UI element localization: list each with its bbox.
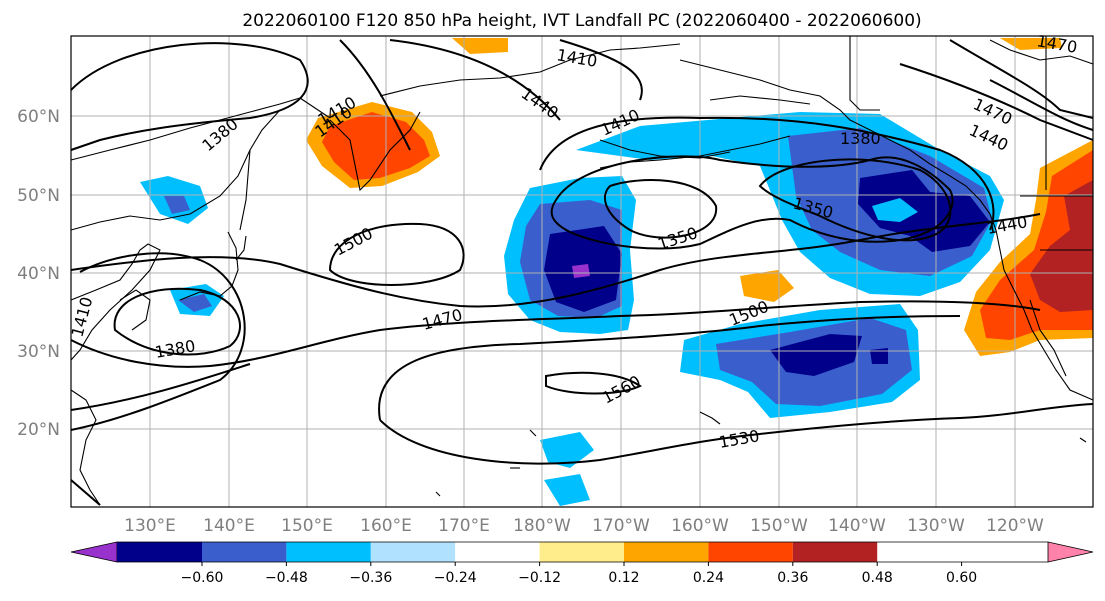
ivt-negative-subtropical-dark2 — [870, 348, 888, 364]
colorbar-tick-label: −0.24 — [434, 570, 477, 586]
lat-label: 30°N — [17, 342, 60, 362]
colorbar-tick-label: 0.36 — [777, 570, 808, 586]
lat-label: 40°N — [17, 264, 60, 284]
colorbar-segment — [286, 542, 371, 562]
map-title: 2022060100 F120 850 hPa height, IVT Land… — [242, 11, 921, 31]
colorbar-segment — [708, 542, 793, 562]
colorbar-tick-label: 0.48 — [862, 570, 893, 586]
lon-label: 130°E — [124, 516, 176, 536]
lon-label: 140°W — [828, 516, 886, 536]
lon-label: 160°E — [360, 516, 412, 536]
lon-label: 150°W — [750, 516, 808, 536]
ivt-negative-subtropical-dark — [770, 334, 862, 376]
colorbar-extend-min — [70, 541, 118, 563]
colorbar-segment — [455, 542, 540, 562]
lon-label: 130°W — [907, 516, 965, 536]
colorbar-frame — [117, 541, 1048, 563]
colorbar-tick-label: −0.48 — [265, 570, 308, 586]
lon-label: 160°W — [671, 516, 729, 536]
ivt-negative-south — [540, 432, 594, 468]
ivt-positive-north — [452, 38, 508, 54]
map-frame — [70, 35, 1094, 508]
ivt-negative-central-core — [572, 264, 590, 278]
ivt-positive-coast-dark — [1030, 180, 1093, 312]
contour-label: 1380 — [840, 129, 881, 148]
colorbar-segment — [202, 542, 287, 562]
colorbar-tick-label: 0.24 — [693, 570, 724, 586]
colorbar-segment — [370, 542, 456, 562]
lon-label: 150°E — [281, 516, 333, 536]
ivt-negative-japan-inner — [178, 294, 212, 312]
lat-label: 20°N — [17, 420, 60, 440]
colorbar-tick-label: 0.60 — [946, 570, 977, 586]
colorbar-segment — [624, 542, 709, 562]
colorbar: −0.60 −0.48 −0.36 −0.24 −0.12 0.12 0.24 0.36 0.4… — [70, 541, 1094, 586]
lon-label: 140°E — [203, 516, 255, 536]
longitude-labels: 130°E 140°E 150°E 160°E 170°E 180°W 170°… — [124, 516, 1044, 536]
lon-label: 180°W — [513, 516, 571, 536]
ivt-positive-mid — [740, 270, 794, 302]
lat-label: 50°N — [17, 186, 60, 206]
map-panel: 1410 1440 1410 1380 1350 1350 1380 1410 … — [68, 31, 1094, 508]
lon-label: 120°W — [986, 516, 1044, 536]
colorbar-tick-label: −0.36 — [349, 570, 392, 586]
colorbar-segment — [792, 542, 878, 562]
ivt-negative-south2 — [544, 474, 590, 506]
colorbar-tick-label: −0.60 — [181, 570, 224, 586]
colorbar-extend-max — [1047, 541, 1094, 563]
colorbar-segment — [539, 542, 624, 562]
colorbar-tick-label: 0.12 — [608, 570, 639, 586]
coastlines — [70, 36, 1094, 506]
ivt-negative-alaska-hole — [872, 198, 918, 222]
lat-label: 60°N — [17, 107, 60, 127]
lon-label: 170°W — [592, 516, 650, 536]
ivt-negative-alaska-dark — [858, 170, 990, 252]
colorbar-tick-label: −0.12 — [518, 570, 561, 586]
colorbar-segment — [117, 542, 202, 562]
ivt-positive-okhotsk-inner — [322, 112, 430, 180]
height-contours — [70, 39, 1094, 506]
latitude-labels: 60°N 50°N 40°N 30°N 20°N — [17, 107, 60, 440]
lon-label: 170°E — [438, 516, 490, 536]
ivt-negative-japan-sea-inner — [164, 196, 190, 214]
